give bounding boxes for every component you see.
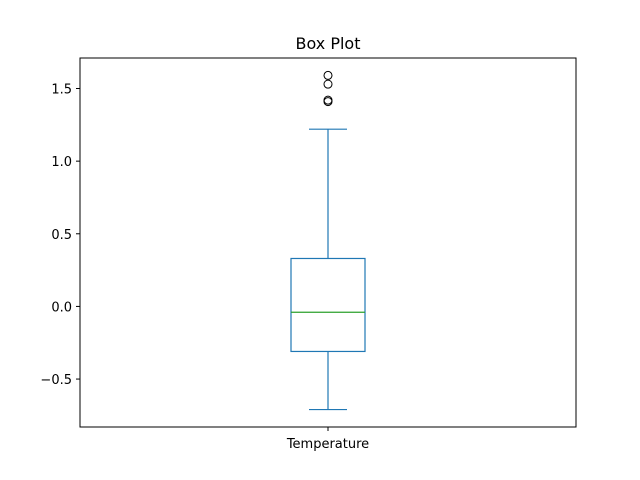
plot-area: −0.5 0.0 0.5 1.0 1.5 Temperature	[40, 70, 369, 452]
y-tick-label: −0.5	[40, 373, 72, 388]
y-tick-label: 1.5	[51, 83, 72, 98]
axes-frame	[79, 57, 577, 428]
y-tick-label: 0.0	[51, 300, 72, 315]
box-iqr	[290, 257, 366, 353]
outlier-point	[323, 79, 333, 89]
outlier-point	[323, 70, 333, 80]
outlier-point	[323, 95, 333, 105]
x-tick-label: Temperature	[286, 437, 369, 452]
chart-title: Box Plot	[296, 34, 361, 53]
y-tick-label: 1.0	[51, 155, 72, 170]
y-tick-label: 0.5	[51, 228, 72, 243]
